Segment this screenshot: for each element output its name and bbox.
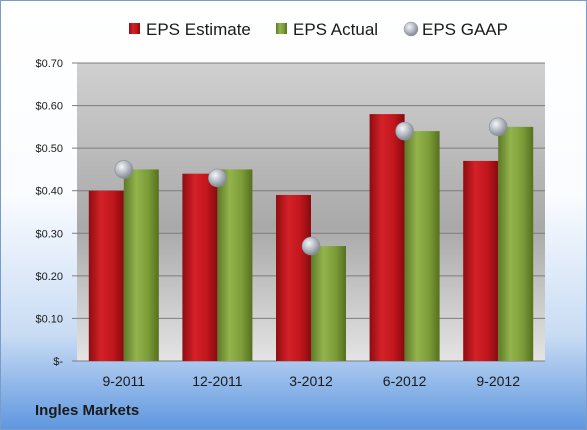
bar-eps-actual xyxy=(404,131,440,361)
bar-eps-estimate xyxy=(182,173,218,361)
y-tick-label: $0.20 xyxy=(35,271,63,283)
marker-eps-gaap xyxy=(395,121,414,141)
y-tick-label: $0.70 xyxy=(35,58,63,70)
bar-eps-actual xyxy=(217,169,253,361)
y-tick-label: $0.60 xyxy=(35,101,63,113)
marker-eps-gaap xyxy=(208,168,227,188)
y-tick-label: $0.10 xyxy=(35,313,63,325)
marker-eps-gaap xyxy=(301,236,321,256)
company-label: Ingles Markets xyxy=(35,402,140,419)
x-tick-label: 9-2011 xyxy=(103,373,146,389)
bar-eps-estimate xyxy=(88,190,124,361)
bar-eps-estimate xyxy=(369,114,405,361)
x-tick-label: 9-2012 xyxy=(476,373,520,389)
x-tick-label: 12-2011 xyxy=(192,373,243,389)
bar-eps-actual xyxy=(311,246,346,361)
bars xyxy=(88,114,534,361)
legend-swatch xyxy=(403,21,419,37)
legend: EPS Estimate EPS Actual EPS GAAP xyxy=(129,20,508,39)
x-tick-label: 3-2012 xyxy=(289,373,333,389)
legend-label: EPS GAAP xyxy=(422,20,508,39)
y-tick-label: $0.50 xyxy=(35,143,63,155)
legend-label: EPS Actual xyxy=(293,20,378,39)
legend-swatch xyxy=(276,23,287,34)
gaap-markers xyxy=(114,117,508,256)
bar-eps-actual xyxy=(498,126,534,361)
bar-eps-estimate xyxy=(276,194,311,361)
y-tick-label: $- xyxy=(53,356,63,368)
y-tick-label: $0.40 xyxy=(35,186,63,198)
marker-eps-gaap xyxy=(114,160,134,179)
legend-label: EPS Estimate xyxy=(146,20,251,39)
y-tick-label: $0.30 xyxy=(35,228,63,240)
y-axis-ticks: $- $0.10 $0.20 $0.30 $0.40 $0.50 $0.60 $0.70 xyxy=(35,58,77,368)
marker-eps-gaap xyxy=(488,117,508,137)
legend-swatch xyxy=(129,23,140,34)
x-tick-label: 6-2012 xyxy=(383,373,427,389)
x-axis-ticks: 9-2011 12-2011 3-2012 6-2012 9-2012 xyxy=(103,373,521,389)
bar-eps-actual xyxy=(123,169,159,361)
bar-eps-estimate xyxy=(463,160,499,361)
